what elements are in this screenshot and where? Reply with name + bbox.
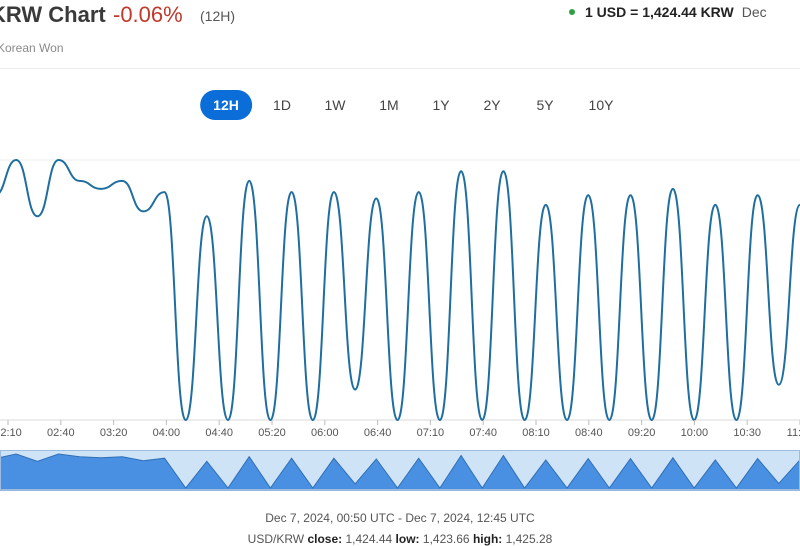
x-tick-label: 03:20 (100, 427, 128, 439)
high-label: high: (472, 532, 503, 546)
x-tick-label: 06:40 (364, 427, 392, 439)
live-status-icon (569, 9, 575, 15)
tab-1d[interactable]: 1D (273, 97, 291, 113)
tab-1y[interactable]: 1Y (432, 97, 450, 113)
x-tick-label: 08:40 (575, 427, 603, 439)
x-tick-label: 02:40 (47, 427, 75, 439)
chart-title: KRW Chart (0, 2, 106, 27)
x-tick-label: 05:20 (258, 427, 286, 439)
x-tick-label: 11:00 (787, 427, 800, 439)
x-tick-label: 10:00 (681, 427, 709, 439)
x-tick-label: 06:00 (311, 427, 339, 439)
x-tick-label: 07:10 (417, 427, 445, 439)
x-tick-label: 04:40 (205, 427, 233, 439)
percent-change: -0.06% (113, 2, 183, 27)
timeframe-tabs: 12H 1D 1W 1M 1Y 2Y 5Y 10Y (0, 90, 800, 120)
price-chart: 02:10 02:40 03:20 04:00 04:40 05:20 06:00 06:40… (0, 159, 800, 491)
series-line (0, 159, 800, 421)
tab-12h[interactable]: 12H (200, 90, 252, 120)
tab-1w[interactable]: 1W (324, 97, 346, 113)
period-label: (12H) (200, 8, 236, 24)
x-tick-label: 10:30 (733, 427, 761, 439)
tab-1m[interactable]: 1M (379, 97, 399, 113)
close-label: close: (307, 532, 343, 546)
x-tick-label: 07:40 (469, 427, 497, 439)
x-tick-label: 09:20 (628, 427, 656, 439)
live-rate: 1 USD = 1,424.44 KRW Dec (569, 4, 767, 20)
currency-name: Korean Won (0, 41, 64, 55)
rate-date: Dec (741, 4, 767, 20)
tab-5y[interactable]: 5Y (536, 97, 554, 113)
tab-10y[interactable]: 10Y (588, 97, 614, 113)
pair-label: USD/KRW (247, 532, 305, 546)
price-summary: USD/KRW close: 1,424.44 low: 1,423.66 hi… (0, 532, 800, 546)
x-tick-label: 08:10 (522, 427, 550, 439)
navigator-area (0, 453, 800, 491)
x-tick-label: 04:00 (153, 427, 181, 439)
header-divider (0, 68, 800, 69)
rate-value: 1 USD = 1,424.44 KRW (585, 4, 734, 20)
date-range: Dec 7, 2024, 00:50 UTC - Dec 7, 2024, 12… (265, 511, 535, 525)
x-tick-label: 02:10 (0, 427, 22, 439)
low-value: 1,423.66 (422, 532, 470, 546)
low-label: low: (395, 532, 420, 546)
tab-2y[interactable]: 2Y (483, 97, 501, 113)
high-value: 1,425.28 (505, 532, 553, 546)
close-value: 1,424.44 (345, 532, 393, 546)
